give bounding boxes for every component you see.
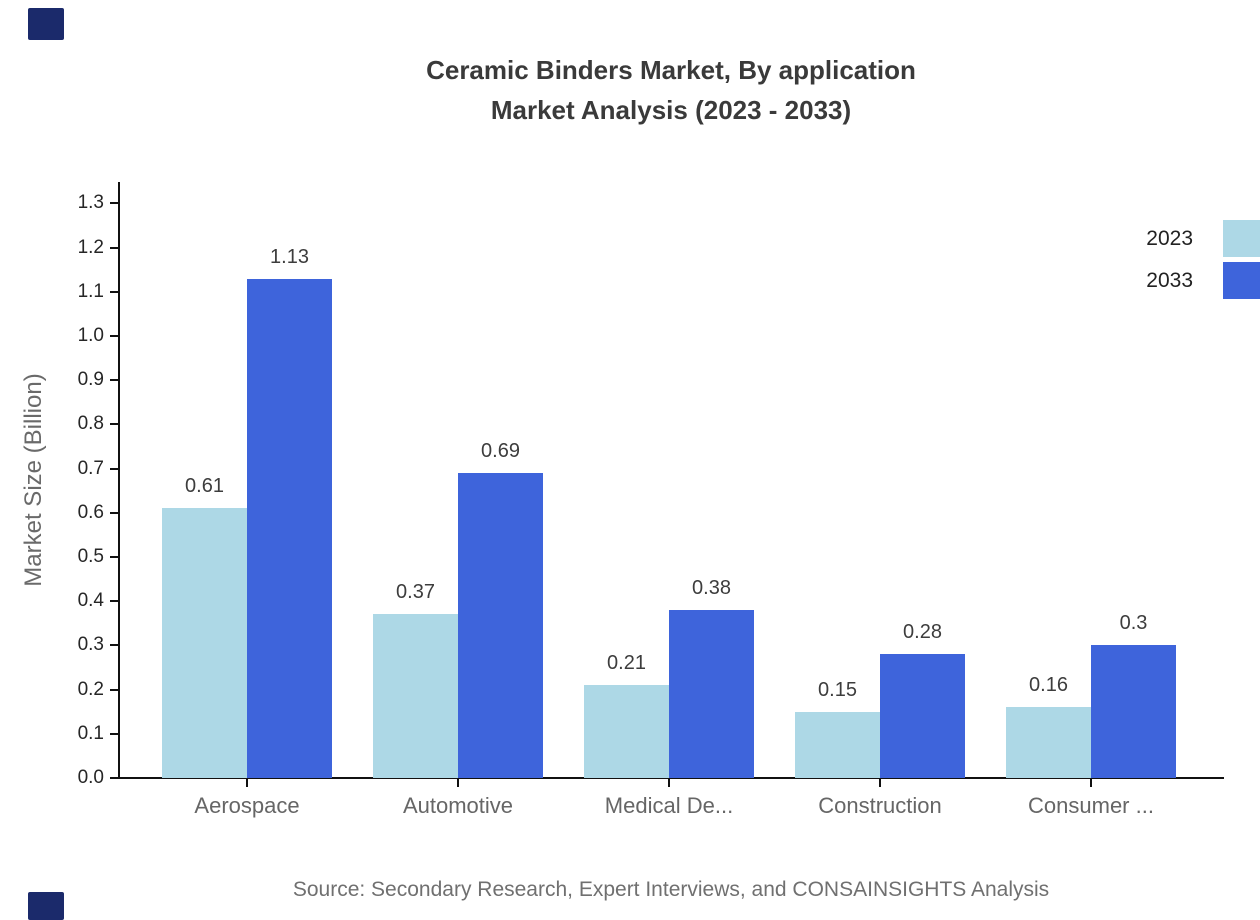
bar-value-label: 0.69 <box>481 440 520 462</box>
y-tick-label: 0.4 <box>77 590 104 612</box>
chart-title: Ceramic Binders Market, By application M… <box>120 50 1222 130</box>
chart-title-line2: Market Analysis (2023 - 2033) <box>490 95 852 125</box>
chart-title-line1: Ceramic Binders Market, By application <box>426 55 916 85</box>
y-axis-spine <box>118 182 120 779</box>
bar-2033-2 <box>458 473 543 778</box>
y-axis-tick <box>110 202 118 205</box>
y-axis-tick <box>110 467 118 470</box>
bar-2023-3 <box>584 685 669 778</box>
x-axis-tick <box>457 779 459 787</box>
x-axis-tick <box>879 779 881 787</box>
bar-2023-1 <box>162 508 247 778</box>
y-tick-label: 0.1 <box>77 722 104 744</box>
legend-label: 2033 <box>1146 269 1193 292</box>
x-axis-tick <box>668 779 670 787</box>
bar-value-label: 0.37 <box>396 581 435 603</box>
bar-value-label: 0.21 <box>607 652 646 674</box>
y-tick-label: 1.0 <box>77 325 104 346</box>
x-category-label: Medical De... <box>604 793 734 818</box>
y-tick-label: 1.1 <box>77 280 104 302</box>
x-axis-tick <box>246 779 248 787</box>
y-tick-label: 0.0 <box>77 767 104 788</box>
bar-value-label: 1.13 <box>270 246 309 268</box>
x-category-label: Construction <box>818 793 942 818</box>
y-axis-tick <box>110 246 118 249</box>
bar-value-label: 0.15 <box>818 679 857 701</box>
y-tick-label: 1.2 <box>77 236 104 258</box>
y-axis-tick <box>110 290 118 293</box>
bar-2033-1 <box>247 279 332 778</box>
y-tick-label: 0.2 <box>77 678 104 700</box>
x-category-label: Consumer ... <box>1028 793 1154 818</box>
bar-value-label: 0.28 <box>903 621 942 643</box>
y-tick-label: 0.5 <box>77 546 104 567</box>
y-axis-tick <box>110 732 118 735</box>
y-axis-tick <box>110 511 118 514</box>
y-tick-label: 0.6 <box>77 501 104 523</box>
x-category-label: Aerospace <box>194 793 300 818</box>
y-axis-tick <box>110 423 118 426</box>
bar-value-label: 0.38 <box>692 577 731 599</box>
y-axis-tick <box>110 777 118 779</box>
bar-value-label: 0.61 <box>185 475 224 497</box>
brand-corner-mark-bottom <box>28 892 64 920</box>
bar-2023-5 <box>1006 707 1091 778</box>
bar-value-label: 0.3 <box>1119 612 1148 634</box>
x-category-label: Automotive <box>402 793 514 818</box>
y-axis-tick <box>110 335 118 337</box>
brand-corner-mark-top <box>28 8 64 40</box>
y-tick-label: 0.3 <box>77 634 104 656</box>
bar-value-label: 0.16 <box>1029 674 1068 696</box>
legend-swatch-2023 <box>1223 220 1260 257</box>
y-tick-label: 0.8 <box>77 413 104 435</box>
bar-2023-4 <box>795 712 880 778</box>
bar-2033-5 <box>1091 645 1176 778</box>
bar-2033-4 <box>880 654 965 778</box>
bar-2033-3 <box>669 610 754 778</box>
bar-2023-2 <box>373 614 458 778</box>
y-tick-label: 0.9 <box>77 369 104 391</box>
y-axis-tick <box>110 600 118 603</box>
source-note: Source: Secondary Research, Expert Inter… <box>292 878 1050 901</box>
y-axis-tick <box>110 556 118 558</box>
y-axis-tick <box>110 379 118 382</box>
x-axis-tick <box>1090 779 1092 787</box>
y-axis-tick <box>110 644 118 647</box>
y-tick-label: 1.3 <box>77 192 104 214</box>
y-axis-tick <box>110 688 118 691</box>
legend-swatch-2033 <box>1223 262 1260 299</box>
legend-label: 2023 <box>1146 227 1193 250</box>
x-axis-spine <box>118 777 1224 779</box>
y-tick-label: 0.7 <box>77 457 104 479</box>
